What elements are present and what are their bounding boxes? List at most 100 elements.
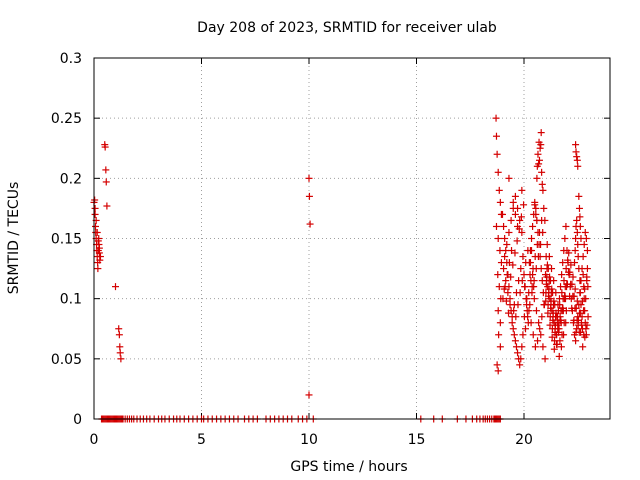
data-point — [571, 259, 579, 267]
data-point — [581, 228, 589, 236]
data-point — [546, 273, 554, 281]
data-point — [494, 235, 502, 242]
data-point — [538, 313, 546, 321]
data-point — [562, 265, 570, 273]
data-point — [525, 307, 533, 315]
data-point — [518, 343, 526, 351]
data-point — [572, 304, 580, 312]
data-point — [562, 319, 570, 327]
data-point — [501, 253, 509, 261]
data-point — [541, 355, 549, 363]
data-point — [522, 325, 530, 333]
data-point — [537, 331, 545, 339]
data-point — [555, 352, 563, 360]
data-point — [112, 283, 119, 291]
data-point — [505, 174, 513, 182]
data-point — [560, 277, 568, 285]
data-point — [578, 325, 586, 333]
data-point — [503, 271, 511, 279]
data-point — [550, 297, 558, 305]
data-point — [518, 186, 526, 194]
data-point — [537, 141, 545, 149]
data-point — [501, 283, 509, 291]
data-point — [96, 256, 104, 264]
data-point — [572, 141, 580, 149]
data-point — [565, 249, 573, 257]
data-point — [537, 129, 545, 137]
data-point — [514, 301, 522, 309]
data-point — [531, 343, 539, 351]
data-point — [561, 235, 569, 242]
data-point — [547, 304, 555, 312]
data-point — [495, 186, 503, 194]
data-point — [93, 228, 101, 236]
data-point — [91, 210, 99, 218]
data-point — [530, 283, 538, 291]
data-point — [502, 277, 510, 285]
data-point — [558, 304, 566, 312]
data-point — [535, 319, 543, 327]
data-point — [499, 210, 506, 218]
data-point — [519, 331, 527, 339]
data-point — [576, 213, 584, 221]
data-point — [495, 331, 503, 339]
data-point — [549, 316, 557, 324]
data-point — [543, 261, 551, 269]
data-point — [541, 216, 549, 224]
data-point — [574, 241, 582, 249]
data-point — [548, 333, 556, 341]
data-point — [576, 222, 584, 230]
data-point — [576, 277, 584, 285]
data-point — [512, 313, 520, 321]
data-point — [534, 150, 542, 158]
data-point — [572, 148, 580, 156]
data-point — [540, 204, 548, 212]
data-point — [539, 343, 547, 351]
data-point — [115, 331, 123, 339]
data-point — [91, 196, 99, 204]
data-point — [94, 265, 102, 273]
data-point — [543, 241, 551, 249]
data-point — [575, 265, 583, 273]
data-point — [494, 271, 502, 279]
data-point — [504, 289, 512, 297]
y-tick-label: 0 — [73, 412, 82, 428]
data-point — [550, 345, 558, 353]
data-point — [305, 192, 313, 200]
data-point — [520, 271, 528, 279]
data-point — [582, 331, 590, 339]
data-point — [574, 253, 582, 261]
data-point — [529, 222, 537, 230]
data-point — [536, 325, 544, 333]
plot-frame — [93, 57, 611, 420]
data-point — [95, 244, 103, 252]
data-point — [532, 307, 540, 315]
data-point — [573, 228, 581, 236]
y-tick-label: 0.3 — [60, 51, 82, 67]
data-point — [545, 292, 553, 300]
data-point — [511, 192, 519, 200]
data-point — [91, 204, 99, 212]
data-point — [569, 273, 577, 281]
data-point — [578, 321, 586, 329]
data-point — [564, 256, 572, 264]
data-point — [562, 222, 570, 230]
y-tick-label: 0.2 — [60, 171, 82, 187]
data-point — [524, 313, 532, 321]
data-point — [551, 328, 559, 336]
data-point — [94, 237, 102, 245]
x-tick-label: 10 — [300, 432, 318, 448]
data-point — [519, 253, 527, 261]
data-point — [531, 201, 539, 209]
data-point — [568, 280, 576, 288]
data-point — [576, 289, 584, 297]
data-point — [571, 247, 579, 255]
data-point — [556, 301, 564, 309]
data-point — [573, 153, 581, 161]
data-point — [496, 198, 504, 206]
data-point — [496, 319, 504, 327]
data-point — [505, 309, 513, 317]
data-point — [577, 235, 585, 242]
data-point — [553, 340, 561, 348]
data-point — [510, 331, 518, 339]
